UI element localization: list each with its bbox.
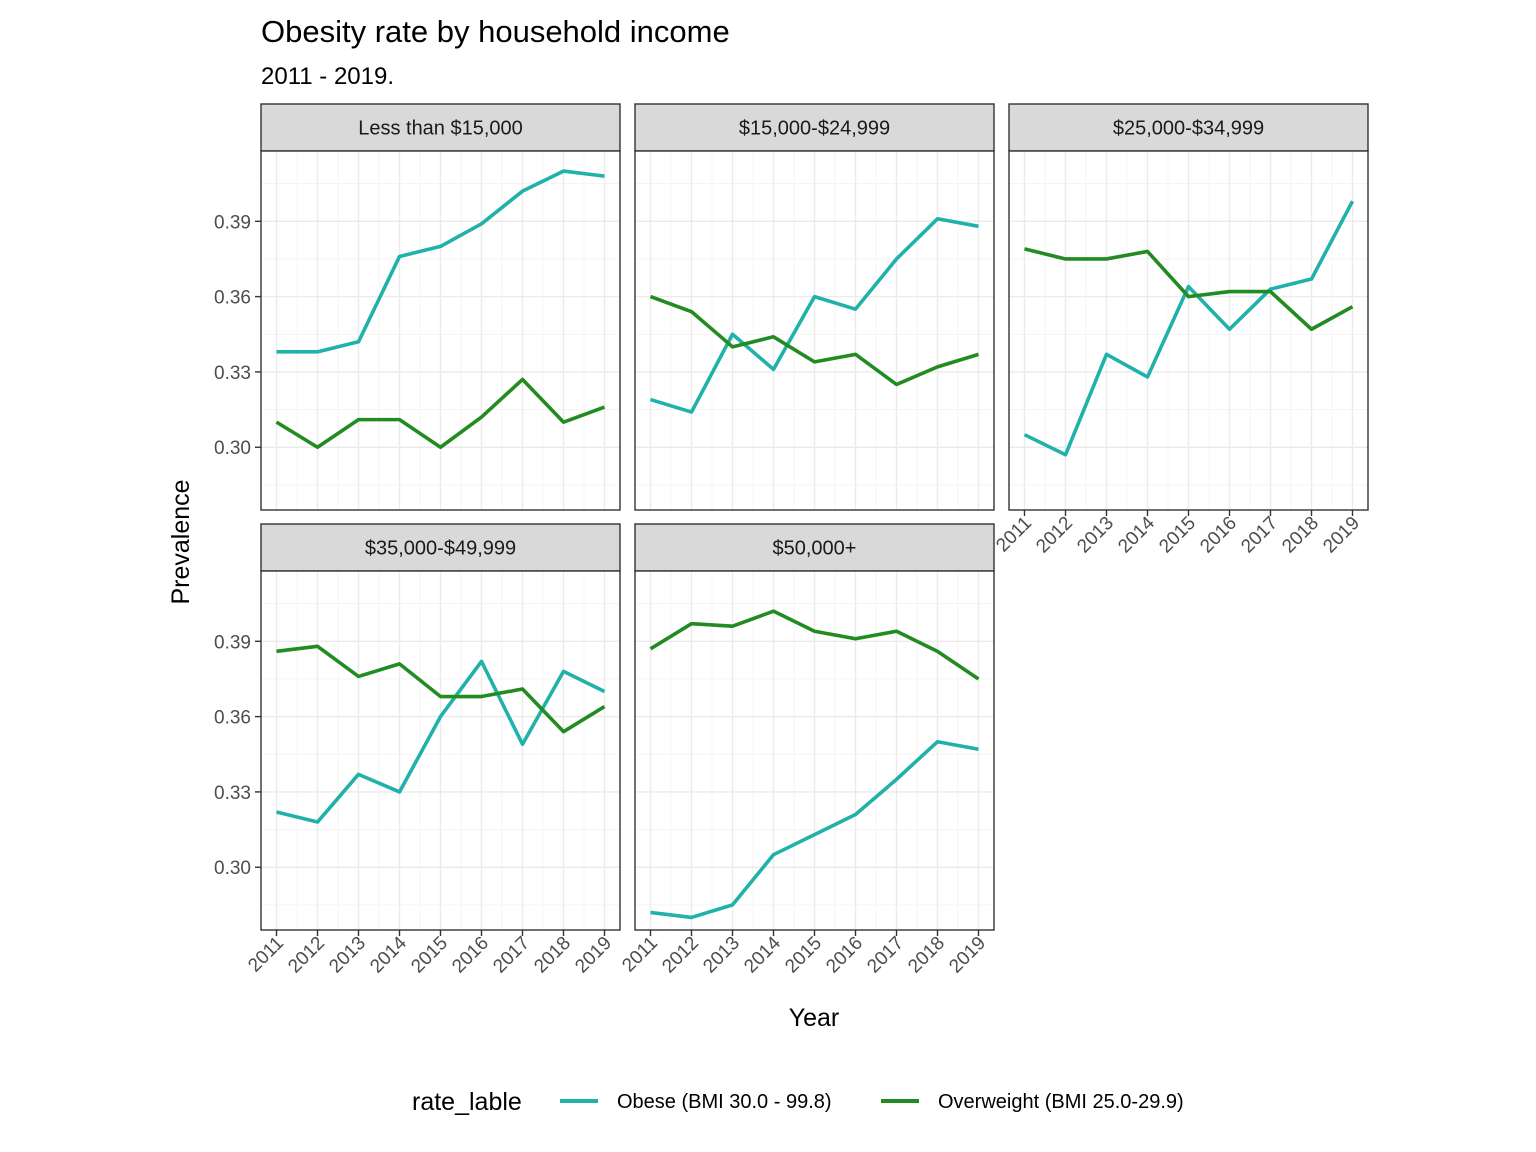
x-tick-label: 2017 <box>863 933 908 978</box>
panel-border <box>634 150 995 511</box>
facet-strip <box>1008 103 1369 152</box>
x-tick-label: 2014 <box>740 932 785 977</box>
x-tick-label: 2018 <box>530 933 575 978</box>
chart-title: Obesity rate by household income <box>261 14 730 49</box>
facet-panels: Less than $15,000 0.30 0.33 0.36 0.39 $15,000… <box>214 103 1369 978</box>
x-tick-label: 2015 <box>407 933 452 978</box>
x-tick-label: 2015 <box>781 933 826 978</box>
y-tick-label: 0.33 <box>214 783 251 804</box>
y-tick-label: 0.36 <box>214 708 251 729</box>
y-tick-label: 0.39 <box>214 632 251 653</box>
y-axis-title: Prevalence <box>167 479 195 604</box>
panel-border <box>260 150 621 511</box>
x-tick-label: 2016 <box>448 933 493 978</box>
legend: rate_lable Obese (BMI 30.0 - 99.8) Overw… <box>412 1088 1184 1116</box>
facet-strip-label: $50,000+ <box>773 538 857 560</box>
x-tick-label: 2014 <box>1114 512 1159 557</box>
x-tick-label: 2014 <box>366 932 411 977</box>
x-tick-label: 2017 <box>1237 513 1282 558</box>
series-line-obese <box>276 659 606 824</box>
x-axis-title: Year <box>789 1004 840 1032</box>
x-tick-label: 2012 <box>1032 513 1077 558</box>
x-tick-label: 2017 <box>489 933 534 978</box>
chart-subtitle: 2011 - 2019. <box>261 63 394 90</box>
facet-panel-25-000-34-999: $25,000-$34,9992011201220132014201520162… <box>992 103 1369 558</box>
facet-panel-50-000: $50,000+ 20112012201320142015201620172018… <box>618 523 995 978</box>
x-tick-label: 2011 <box>618 933 662 977</box>
x-tick-label: 2013 <box>1073 513 1118 558</box>
x-tick-label: 2012 <box>658 933 703 978</box>
series-line-obese <box>1023 200 1355 457</box>
x-tick-label: 2019 <box>945 933 990 978</box>
x-tick-label: 2012 <box>284 933 329 978</box>
facet-panel-less-than-15-000: Less than $15,000 0.30 0.33 0.36 0.39 <box>214 103 621 511</box>
facet-panel-15-000-24-999: $15,000-$24,999 <box>634 103 995 511</box>
x-tick-label: 2011 <box>244 933 288 977</box>
facet-strip-label: Less than $15,000 <box>358 118 523 140</box>
legend-label-obese: Obese (BMI 30.0 - 99.8) <box>617 1091 832 1113</box>
facet-strip <box>634 523 995 572</box>
facet-strip <box>260 103 621 152</box>
y-tick-label: 0.39 <box>214 212 251 233</box>
x-tick-label: 2013 <box>325 933 370 978</box>
series-line-obese <box>649 216 979 414</box>
y-tick-label: 0.36 <box>214 288 251 309</box>
x-tick-label: 2013 <box>699 933 744 978</box>
legend-title: rate_lable <box>412 1088 522 1116</box>
series-line-overweight <box>275 377 606 450</box>
series-line-obese <box>650 739 979 920</box>
x-tick-label: 2018 <box>1278 513 1323 558</box>
legend-label-overweight: Overweight (BMI 25.0-29.9) <box>938 1091 1184 1113</box>
x-tick-label: 2019 <box>571 933 616 978</box>
x-tick-label: 2016 <box>1196 513 1241 558</box>
facet-panel-35-000-49-999: $35,000-$49,9990.300.330.360.39201120122… <box>214 523 621 978</box>
y-tick-label: 0.30 <box>214 438 251 459</box>
series-line-overweight <box>276 644 606 734</box>
facet-strip-label: $15,000-$24,999 <box>739 118 890 140</box>
series-line-overweight <box>649 294 980 387</box>
series-line-obese <box>276 169 605 354</box>
x-tick-label: 2019 <box>1319 513 1364 558</box>
x-tick-label: 2018 <box>904 933 949 978</box>
series-line-overweight <box>649 609 980 681</box>
series-line-overweight <box>1024 247 1354 332</box>
x-tick-label: 2016 <box>822 933 867 978</box>
facet-strip-label: $35,000-$49,999 <box>365 538 516 560</box>
x-tick-label: 2015 <box>1155 513 1200 558</box>
x-tick-label: 2011 <box>992 513 1036 557</box>
y-tick-label: 0.33 <box>214 363 251 384</box>
facet-strip <box>260 523 621 572</box>
facet-strip-label: $25,000-$34,999 <box>1113 118 1264 140</box>
y-tick-label: 0.30 <box>214 858 251 879</box>
